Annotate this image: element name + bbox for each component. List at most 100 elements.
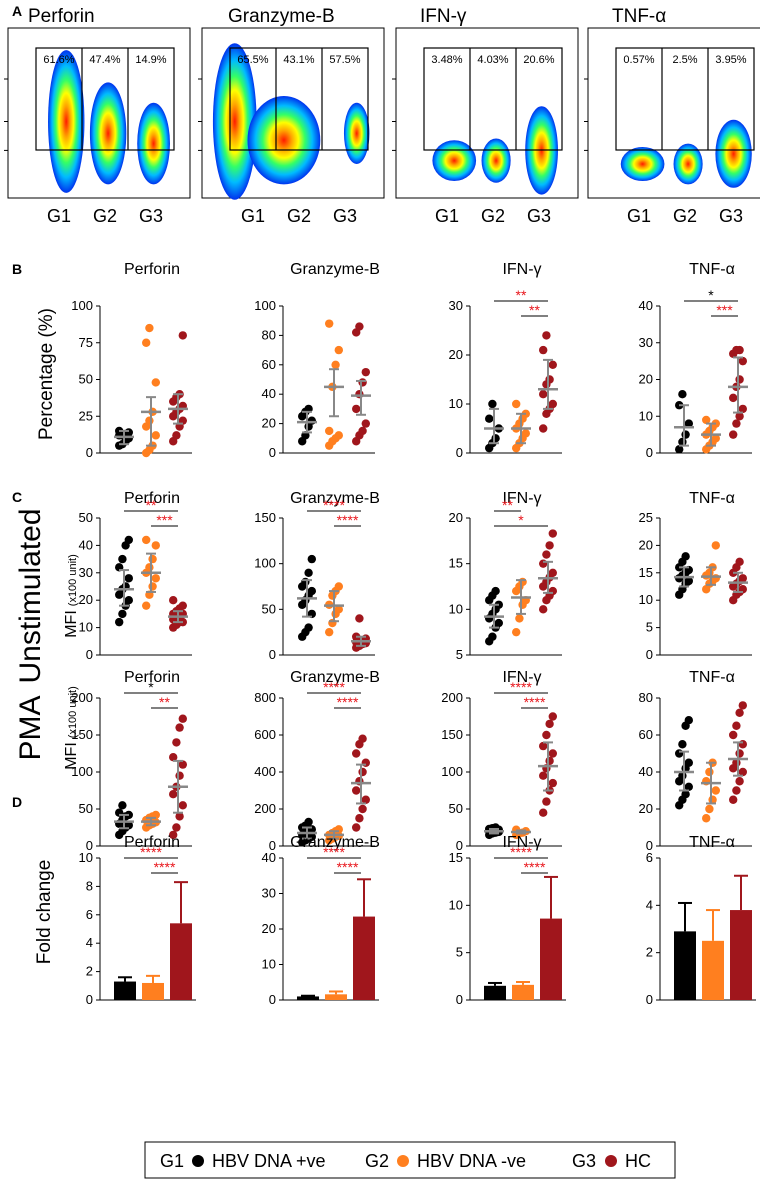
y-tick-label: 40: [639, 764, 653, 779]
y-tick-label: 15: [639, 565, 653, 580]
data-point-g1: [681, 552, 690, 561]
data-point-g3: [735, 557, 744, 567]
panel-b-ylabel: Percentage (%): [36, 308, 57, 440]
data-point-g2: [148, 582, 157, 591]
data-point-g3: [352, 404, 361, 414]
data-point-g3: [358, 426, 367, 436]
data-point-g2: [328, 618, 337, 628]
y-tick-label: 150: [254, 510, 276, 525]
y-tick-label: 20: [639, 372, 653, 387]
bar-panel-2: Granzyme-B 0 10 20 30 40 ********: [262, 834, 380, 1007]
y-tick-label: 0: [269, 445, 276, 460]
bar-g2: [512, 984, 534, 1000]
scatter-panel-title: Granzyme-B: [290, 669, 380, 686]
scatter-panel-title: Perforin: [124, 669, 180, 686]
panel-d-ylabel: Fold change: [34, 860, 55, 965]
flow-gate: [229, 47, 369, 151]
bar-panel-1: Perforin 0 2 4 6 8 10 ********: [79, 834, 196, 1007]
data-point-g3: [169, 790, 178, 799]
flow-group-label: G3: [333, 206, 357, 226]
legend-g1-label: HBV DNA +ve: [212, 1151, 326, 1171]
y-tick-label: 0: [86, 445, 93, 460]
data-point-g3: [548, 399, 557, 409]
significance-stars: **: [146, 497, 157, 513]
significance-stars: **: [529, 302, 540, 318]
data-point-g3: [735, 412, 744, 421]
data-point-g1: [684, 576, 693, 586]
data-point-g1: [485, 414, 494, 423]
y-tick-label: 6: [86, 907, 93, 922]
y-tick-label: 0: [646, 445, 653, 460]
data-point-g3: [178, 760, 187, 769]
data-point-g2: [331, 360, 340, 369]
data-point-g2: [521, 429, 530, 438]
y-tick-label: 20: [262, 921, 276, 936]
flow-group-label: G1: [241, 206, 265, 226]
legend-g1-dot: [192, 1155, 204, 1167]
data-point-g3: [178, 601, 187, 610]
bar-panel-title: Granzyme-B: [290, 834, 380, 851]
data-point-g2: [334, 345, 343, 355]
flow-gate-percentage: 0.57%: [623, 54, 654, 66]
data-point-g3: [539, 771, 548, 780]
percentage-scatter-panels: Perforin0255075100Granzyme-B020406080100…: [71, 261, 752, 460]
unstim-ylabel: MFI (x100 unit): [63, 554, 80, 638]
y-tick-label: 25: [79, 408, 93, 423]
bar-panel-title: Perforin: [124, 834, 180, 851]
data-point-g3: [548, 568, 557, 577]
significance-stars: ****: [323, 497, 345, 513]
data-point-g3: [178, 801, 187, 810]
significance-stars: *: [148, 679, 154, 695]
data-point-g3: [545, 756, 554, 766]
data-point-g2: [145, 416, 154, 425]
data-point-g2: [512, 399, 521, 409]
flow-title-ifn: IFN-γ: [420, 6, 467, 27]
data-point-g3: [172, 431, 181, 440]
data-point-g3: [352, 823, 361, 832]
flow-plot-1: 61.6% 47.4% 14.9% G1 G2 G3: [4, 27, 191, 226]
significance-stars: ****: [337, 512, 359, 528]
flow-group-label: G1: [627, 206, 651, 226]
legend-g2-label: HBV DNA -ve: [417, 1151, 526, 1171]
data-point-g1: [684, 716, 693, 725]
y-tick-label: 25: [639, 510, 653, 525]
flow-plot-4: 0.57% 2.5% 3.95% G1 G2 G3: [584, 27, 760, 226]
pma-mfi-panels: Perforin050100150200***Granzyme-B0200400…: [71, 669, 752, 853]
scatter-panel-title: IFN-γ: [502, 261, 541, 278]
bar-g1: [674, 931, 696, 1000]
data-point-g3: [169, 753, 178, 762]
significance-stars: ****: [510, 679, 532, 695]
data-point-g1: [115, 617, 124, 627]
data-point-g1: [678, 390, 687, 399]
bar-g2: [142, 982, 164, 1000]
data-point-g3: [539, 424, 548, 433]
significance-stars: **: [502, 497, 513, 513]
row-label-unstimulated: Unstimulated: [14, 508, 47, 683]
scatter-panel-2: Granzyme-B 0 20 40 60 80 100: [254, 261, 380, 460]
data-point-g3: [732, 721, 741, 730]
scatter-panel-title: IFN-γ: [502, 490, 541, 507]
scatter-panel-title: Perforin: [124, 490, 180, 507]
y-tick-label: 0: [456, 992, 463, 1007]
flow-gate-percentage: 14.9%: [135, 54, 166, 66]
y-tick-label: 8: [86, 878, 93, 893]
data-point-g2: [711, 541, 720, 550]
significance-stars: ****: [510, 844, 532, 860]
flow-plot-3: 3.48% 4.03% 20.6% G1 G2 G3: [392, 27, 579, 226]
unstim-ylabel-main: MFI: [63, 610, 80, 638]
y-tick-label: 0: [456, 838, 463, 853]
significance-stars: ****: [323, 679, 345, 695]
data-point-g1: [675, 749, 684, 758]
y-tick-label: 10: [449, 396, 463, 411]
data-point-g2: [705, 767, 714, 777]
y-tick-label: 100: [71, 764, 93, 779]
y-tick-label: 0: [86, 992, 93, 1007]
data-point-g2: [518, 577, 527, 587]
flow-gate-percentage: 3.95%: [715, 54, 746, 66]
pma-ylabel: MFI (x100 unit): [63, 686, 80, 770]
data-point-g3: [738, 767, 747, 777]
y-tick-label: 20: [639, 801, 653, 816]
y-tick-label: 5: [456, 647, 463, 662]
y-tick-label: 800: [254, 690, 276, 705]
